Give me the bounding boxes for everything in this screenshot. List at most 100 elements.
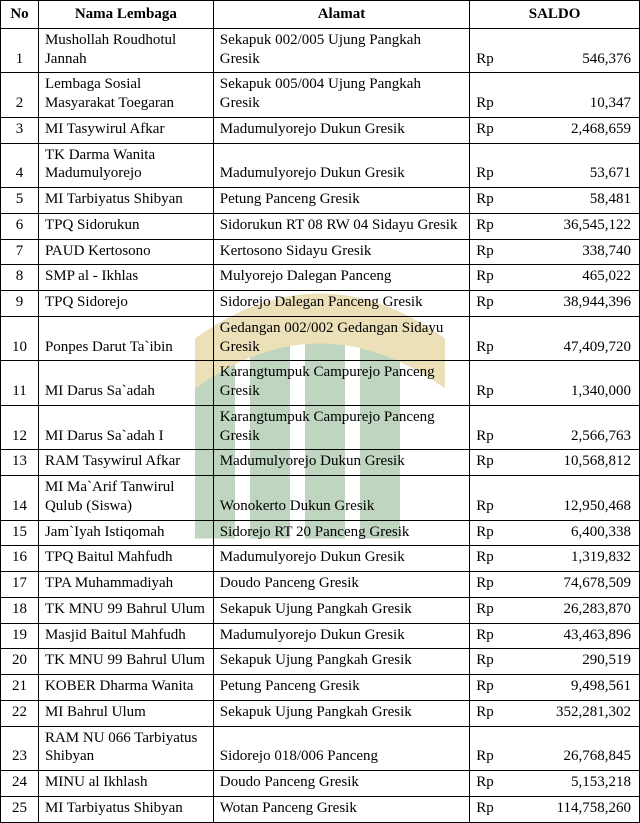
cell-alamat: Sekapuk 002/005 Ujung Pangkah Gresik: [213, 28, 469, 73]
header-nama: Nama Lembaga: [38, 1, 213, 29]
table-row: 16TPQ Baitul MahfudhMadumulyorejo Dukun …: [1, 546, 640, 572]
cell-saldo: 114,758,260: [512, 796, 640, 822]
cell-currency: Rp: [470, 520, 512, 546]
cell-no: 13: [1, 450, 39, 476]
table-row: 7PAUD KertosonoKertosono Sidayu GresikRp…: [1, 239, 640, 265]
cell-currency: Rp: [470, 726, 512, 771]
cell-currency: Rp: [470, 188, 512, 214]
cell-saldo: 9,498,561: [512, 675, 640, 701]
cell-alamat: Sidorejo RT 20 Panceng Gresik: [213, 520, 469, 546]
cell-alamat: Wotan Panceng Gresik: [213, 796, 469, 822]
cell-saldo: 338,740: [512, 239, 640, 265]
cell-no: 1: [1, 28, 39, 73]
cell-saldo: 465,022: [512, 265, 640, 291]
cell-no: 14: [1, 476, 39, 521]
cell-saldo: 5,153,218: [512, 771, 640, 797]
cell-saldo: 36,545,122: [512, 213, 640, 239]
cell-nama: Mushollah Roudhotul Jannah: [38, 28, 213, 73]
cell-alamat: Doudo Panceng Gresik: [213, 572, 469, 598]
cell-currency: Rp: [470, 28, 512, 73]
table-row: 9TPQ SidorejoSidorejo Dalegan Panceng Gr…: [1, 291, 640, 317]
cell-nama: MI Ma`Arif Tanwirul Qulub (Siswa): [38, 476, 213, 521]
cell-nama: MI Bahrul Ulum: [38, 700, 213, 726]
cell-alamat: Mulyorejo Dalegan Panceng: [213, 265, 469, 291]
cell-no: 2: [1, 73, 39, 118]
cell-nama: PAUD Kertosono: [38, 239, 213, 265]
cell-no: 16: [1, 546, 39, 572]
cell-no: 17: [1, 572, 39, 598]
cell-no: 6: [1, 213, 39, 239]
cell-no: 12: [1, 405, 39, 450]
table-row: 18TK MNU 99 Bahrul UlumSekapuk Ujung Pan…: [1, 597, 640, 623]
cell-saldo: 53,671: [512, 143, 640, 188]
cell-saldo: 2,566,763: [512, 405, 640, 450]
cell-alamat: Sidorejo Dalegan Panceng Gresik: [213, 291, 469, 317]
cell-saldo: 290,519: [512, 649, 640, 675]
cell-nama: Lembaga Sosial Masyarakat Toegaran: [38, 73, 213, 118]
table-row: 22MI Bahrul UlumSekapuk Ujung Pangkah Gr…: [1, 700, 640, 726]
cell-currency: Rp: [470, 597, 512, 623]
table-row: 17TPA MuhammadiyahDoudo Panceng GresikRp…: [1, 572, 640, 598]
cell-alamat: Kertosono Sidayu Gresik: [213, 239, 469, 265]
cell-saldo: 43,463,896: [512, 623, 640, 649]
table-row: 25MI Tarbiyatus ShibyanWotan Panceng Gre…: [1, 796, 640, 822]
cell-alamat: Madumulyorejo Dukun Gresik: [213, 117, 469, 143]
cell-no: 18: [1, 597, 39, 623]
header-no: No: [1, 1, 39, 29]
cell-saldo: 12,950,468: [512, 476, 640, 521]
header-alamat: Alamat: [213, 1, 469, 29]
cell-alamat: Madumulyorejo Dukun Gresik: [213, 623, 469, 649]
lembaga-table: No Nama Lembaga Alamat SALDO 1Mushollah …: [0, 0, 640, 823]
cell-nama: TK MNU 99 Bahrul Ulum: [38, 649, 213, 675]
header-saldo: SALDO: [470, 1, 640, 29]
table-row: 3MI Tasywirul AfkarMadumulyorejo Dukun G…: [1, 117, 640, 143]
cell-currency: Rp: [470, 361, 512, 406]
table-row: 4TK Darma Wanita MadumulyorejoMadumulyor…: [1, 143, 640, 188]
cell-currency: Rp: [470, 450, 512, 476]
cell-saldo: 6,400,338: [512, 520, 640, 546]
table-row: 13RAM Tasywirul AfkarMadumulyorejo Dukun…: [1, 450, 640, 476]
cell-currency: Rp: [470, 316, 512, 361]
cell-no: 22: [1, 700, 39, 726]
cell-nama: MI Tarbiyatus Shibyan: [38, 188, 213, 214]
cell-saldo: 38,944,396: [512, 291, 640, 317]
cell-no: 21: [1, 675, 39, 701]
table-row: 5MI Tarbiyatus ShibyanPetung Panceng Gre…: [1, 188, 640, 214]
table-row: 2Lembaga Sosial Masyarakat ToegaranSekap…: [1, 73, 640, 118]
cell-currency: Rp: [470, 291, 512, 317]
cell-nama: RAM Tasywirul Afkar: [38, 450, 213, 476]
table-row: 20TK MNU 99 Bahrul UlumSekapuk Ujung Pan…: [1, 649, 640, 675]
cell-alamat: Sekapuk Ujung Pangkah Gresik: [213, 700, 469, 726]
cell-alamat: Sidorukun RT 08 RW 04 Sidayu Gresik: [213, 213, 469, 239]
cell-nama: SMP al - Ikhlas: [38, 265, 213, 291]
cell-alamat: Petung Panceng Gresik: [213, 675, 469, 701]
table-row: 23RAM NU 066 Tarbiyatus ShibyanSidorejo …: [1, 726, 640, 771]
table-row: 11MI Darus Sa`adahKarangtumpuk Campurejo…: [1, 361, 640, 406]
table-row: 8SMP al - IkhlasMulyorejo Dalegan Pancen…: [1, 265, 640, 291]
cell-alamat: Karangtumpuk Campurejo Panceng Gresik: [213, 361, 469, 406]
cell-alamat: Madumulyorejo Dukun Gresik: [213, 450, 469, 476]
cell-no: 7: [1, 239, 39, 265]
cell-currency: Rp: [470, 405, 512, 450]
cell-currency: Rp: [470, 675, 512, 701]
cell-nama: MI Darus Sa`adah: [38, 361, 213, 406]
cell-currency: Rp: [470, 771, 512, 797]
cell-currency: Rp: [470, 239, 512, 265]
cell-saldo: 1,319,832: [512, 546, 640, 572]
table-row: 14MI Ma`Arif Tanwirul Qulub (Siswa)Wonok…: [1, 476, 640, 521]
cell-no: 9: [1, 291, 39, 317]
cell-nama: TPA Muhammadiyah: [38, 572, 213, 598]
table-row: 15Jam`Iyah IstiqomahSidorejo RT 20 Pance…: [1, 520, 640, 546]
cell-currency: Rp: [470, 265, 512, 291]
cell-currency: Rp: [470, 796, 512, 822]
cell-saldo: 2,468,659: [512, 117, 640, 143]
cell-currency: Rp: [470, 213, 512, 239]
cell-nama: TK Darma Wanita Madumulyorejo: [38, 143, 213, 188]
cell-currency: Rp: [470, 73, 512, 118]
table-row: 19Masjid Baitul MahfudhMadumulyorejo Duk…: [1, 623, 640, 649]
cell-no: 15: [1, 520, 39, 546]
table-row: 10Ponpes Darut Ta`ibinGedangan 002/002 G…: [1, 316, 640, 361]
cell-alamat: Madumulyorejo Dukun Gresik: [213, 143, 469, 188]
cell-currency: Rp: [470, 623, 512, 649]
cell-alamat: Petung Panceng Gresik: [213, 188, 469, 214]
